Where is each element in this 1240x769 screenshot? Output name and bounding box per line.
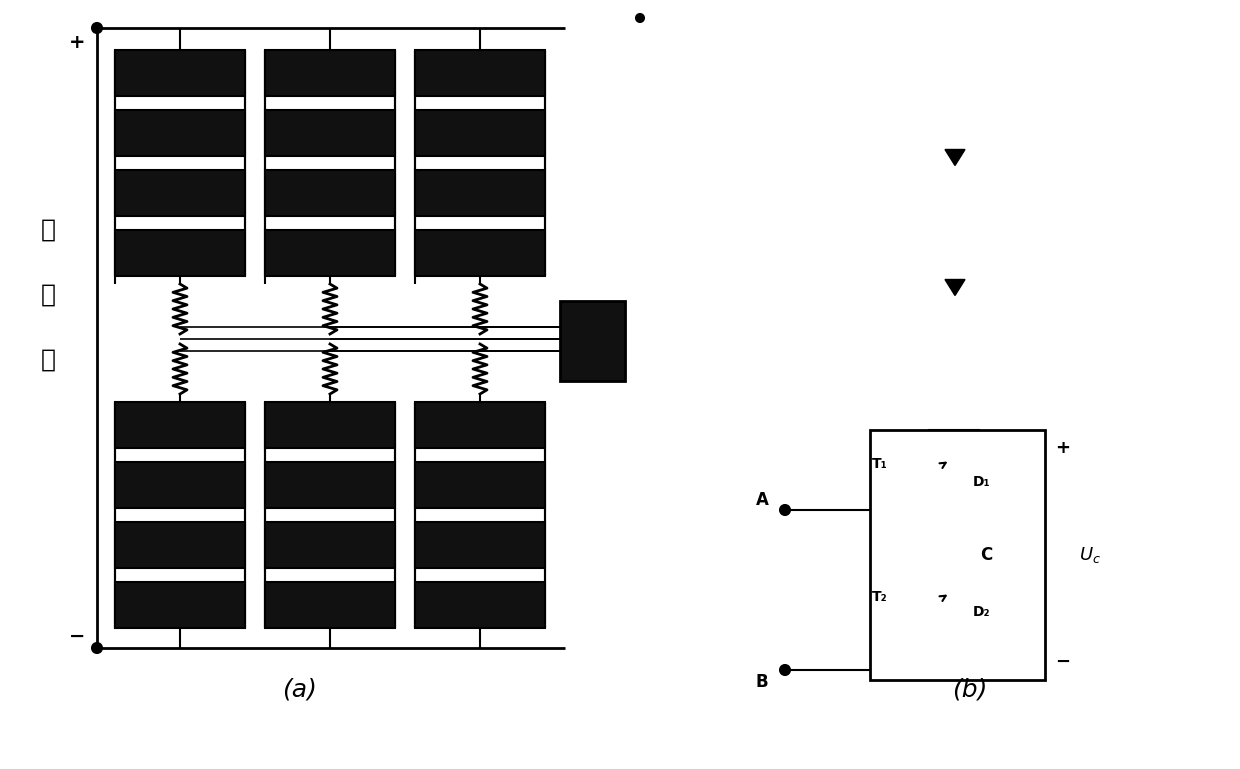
Text: C: C <box>980 546 992 564</box>
Bar <box>560 301 625 381</box>
Bar <box>415 582 546 628</box>
Text: 侧: 侧 <box>41 348 56 372</box>
Text: −: − <box>68 627 86 645</box>
Bar <box>265 522 396 568</box>
Bar <box>265 170 396 216</box>
Bar <box>265 50 396 96</box>
Bar <box>115 582 246 628</box>
Bar <box>115 230 246 276</box>
Text: T₂: T₂ <box>873 590 888 604</box>
Text: (a): (a) <box>283 678 317 702</box>
Circle shape <box>92 643 102 653</box>
Bar <box>265 462 396 508</box>
Bar <box>265 402 396 448</box>
Text: T₁: T₁ <box>872 457 888 471</box>
Text: 直: 直 <box>41 218 56 242</box>
Text: −: − <box>1055 653 1070 671</box>
Bar <box>415 170 546 216</box>
Circle shape <box>92 23 102 33</box>
Text: +: + <box>1055 439 1070 457</box>
Bar <box>115 522 246 568</box>
Text: A: A <box>755 491 769 509</box>
Text: D₁: D₁ <box>973 474 991 488</box>
Bar <box>415 402 546 448</box>
Bar <box>415 230 546 276</box>
Bar <box>415 462 546 508</box>
Text: +: + <box>68 32 86 52</box>
Text: 流: 流 <box>41 283 56 307</box>
Circle shape <box>780 505 790 515</box>
Bar <box>415 110 546 156</box>
Bar <box>265 582 396 628</box>
Bar <box>115 110 246 156</box>
Circle shape <box>780 665 790 675</box>
Text: D₂: D₂ <box>973 604 991 618</box>
Circle shape <box>636 14 644 22</box>
Bar <box>265 110 396 156</box>
Bar <box>115 170 246 216</box>
Text: $U_c$: $U_c$ <box>1079 545 1101 565</box>
Bar <box>115 462 246 508</box>
Bar <box>415 522 546 568</box>
Bar <box>265 230 396 276</box>
Bar <box>115 402 246 448</box>
Text: (b): (b) <box>952 678 988 702</box>
Polygon shape <box>945 279 965 295</box>
Bar <box>115 50 246 96</box>
Text: B: B <box>755 673 769 691</box>
Polygon shape <box>945 149 965 165</box>
Bar <box>870 430 1045 680</box>
Bar <box>415 50 546 96</box>
